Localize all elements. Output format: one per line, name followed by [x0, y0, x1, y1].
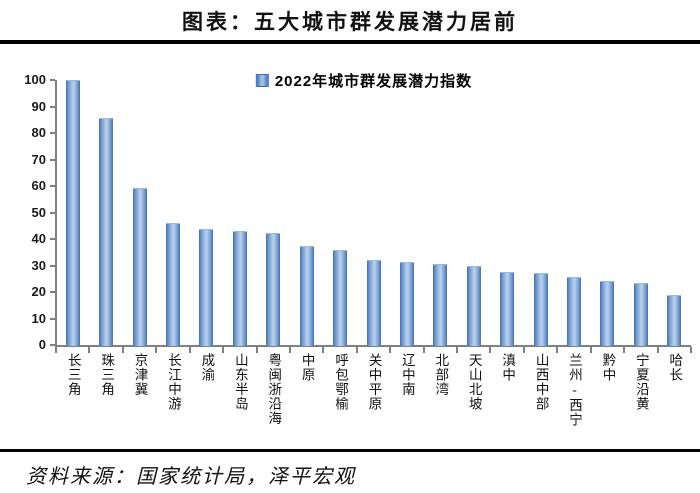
bar: [65, 80, 80, 346]
chart-title: 图表：五大城市群发展潜力居前: [182, 10, 518, 34]
legend: 2022年城市群发展潜力指数: [255, 70, 473, 91]
y-axis-label: 0: [38, 337, 46, 352]
x-tick: [255, 347, 258, 353]
x-tick: [121, 347, 124, 353]
bar: [567, 277, 582, 346]
y-axis-label: 70: [31, 151, 46, 167]
y-axis-label: 80: [31, 125, 46, 140]
x-axis-label: 关中平原: [366, 353, 382, 411]
x-axis-label: 兰州-西宁: [567, 353, 583, 427]
x-axis-label: 成渝: [199, 353, 215, 382]
chart-plot: 2022年城市群发展潜力指数 0 10 20 30 40 50 60 70 80 90 100 长三角…: [0, 44, 700, 449]
x-axis-label: 辽中南: [399, 353, 415, 397]
y-tick: [50, 132, 55, 134]
x-axis-label: 滇中: [500, 353, 516, 382]
y-axis-label: 60: [31, 178, 46, 193]
bar: [232, 230, 247, 346]
x-axis-label: 哈长: [667, 353, 683, 382]
y-tick: [50, 317, 55, 320]
x-tick: [656, 347, 659, 353]
x-axis-label: 天山北坡: [466, 353, 482, 411]
bar: [99, 118, 114, 346]
y-tick: [50, 238, 55, 240]
x-tick: [188, 347, 191, 353]
source-note: 资料来源：国家统计局，泽平宏观: [26, 466, 356, 488]
y-tick: [50, 158, 55, 161]
x-tick: [422, 347, 425, 353]
x-tick: [355, 347, 358, 353]
x-tick: [88, 347, 91, 353]
x-tick: [522, 347, 525, 353]
bar: [433, 264, 448, 346]
bar: [165, 223, 180, 346]
bar: [399, 261, 414, 346]
x-axis-label: 粤闽浙沿海: [266, 353, 282, 426]
legend-label: 2022年城市群发展潜力指数: [274, 73, 473, 90]
legend-color-swatch: [255, 74, 269, 87]
bar: [299, 245, 314, 346]
x-tick: [456, 347, 459, 353]
bar: [466, 266, 481, 346]
x-axis-label: 山西中部: [533, 353, 549, 411]
x-tick: [222, 347, 225, 353]
bar: [199, 228, 214, 346]
x-tick: [55, 347, 57, 353]
x-tick: [489, 347, 492, 353]
bar: [533, 272, 548, 346]
x-axis-label: 呼包鄂榆: [333, 353, 349, 411]
y-axis-label: 10: [31, 310, 46, 326]
bar: [500, 271, 515, 346]
x-axis-label: 长江中游: [165, 353, 181, 411]
y-axis-label: 30: [31, 257, 46, 273]
y-tick: [50, 105, 55, 108]
y-tick: [50, 185, 55, 187]
x-axis-label: 山东半岛: [232, 353, 248, 411]
y-tick: [50, 291, 55, 293]
top-divider: [0, 40, 700, 44]
x-tick: [389, 347, 392, 353]
y-tick: [50, 344, 55, 346]
bar: [266, 232, 281, 346]
bar: [366, 260, 381, 346]
x-axis-label: 长三角: [65, 353, 81, 397]
x-tick: [155, 347, 158, 353]
x-tick: [288, 347, 291, 353]
x-tick: [589, 347, 592, 353]
x-axis-label: 京津冀: [132, 353, 148, 397]
x-axis-line: [55, 345, 691, 347]
bar: [633, 283, 648, 346]
y-axis-label: 40: [31, 231, 46, 246]
y-tick: [50, 264, 55, 267]
x-axis-label: 宁夏沿黄: [633, 353, 649, 411]
x-axis-label: 中原: [299, 353, 315, 382]
x-tick: [322, 347, 325, 353]
x-axis-label: 北部湾: [433, 353, 449, 397]
y-axis-label: 90: [31, 98, 46, 114]
x-tick: [623, 347, 626, 353]
bar: [132, 188, 147, 346]
y-axis-label: 50: [31, 204, 46, 220]
y-tick: [50, 211, 55, 214]
y-axis-line: [55, 80, 57, 347]
x-axis-label: 黔中: [600, 353, 616, 382]
bar: [667, 295, 682, 346]
bar: [600, 280, 615, 346]
x-tick: [690, 347, 692, 353]
bar: [333, 250, 348, 346]
y-tick: [50, 79, 55, 81]
y-axis-label: 20: [31, 284, 46, 299]
bottom-divider: [0, 449, 700, 452]
x-tick: [556, 347, 559, 353]
y-axis-label: 100: [24, 72, 46, 87]
x-axis-label: 珠三角: [99, 353, 115, 397]
